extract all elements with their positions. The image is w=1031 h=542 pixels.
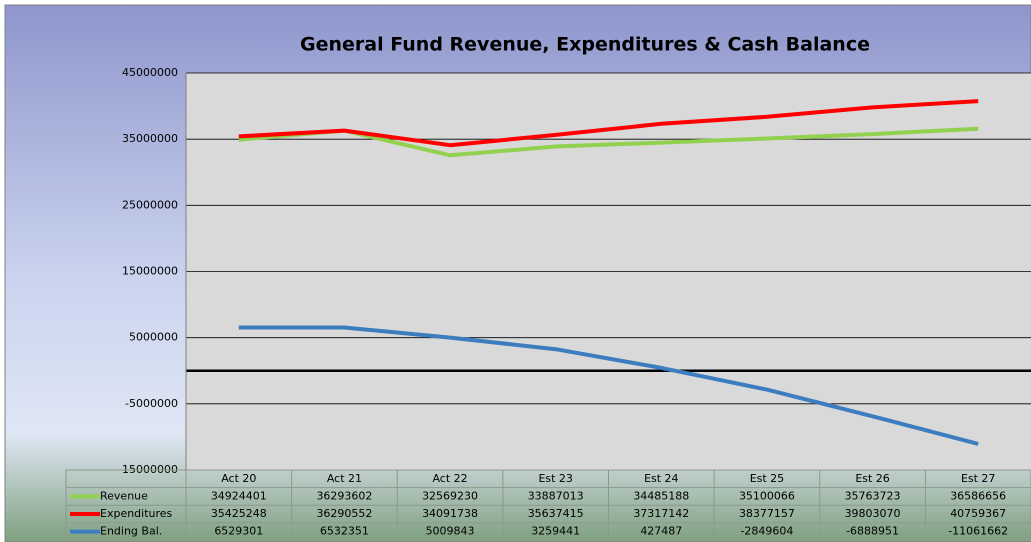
table-value: 6529301: [214, 525, 263, 538]
table-value: 40759367: [950, 507, 1006, 520]
x-tick-label: Est 23: [538, 472, 573, 485]
table-value: 34924401: [211, 489, 267, 502]
table-value: -6888951: [846, 525, 899, 538]
table-value: 6532351: [320, 525, 369, 538]
table-value: 34091738: [422, 507, 478, 520]
y-tick-label: 45000000: [122, 66, 178, 79]
table-value: 35100066: [739, 489, 795, 502]
table-value: 5009843: [426, 525, 475, 538]
table-value: 35425248: [211, 507, 267, 520]
x-tick-label: Est 26: [855, 472, 890, 485]
legend-label: Revenue: [100, 489, 148, 502]
table-value: 35763723: [845, 489, 901, 502]
table-value: 39803070: [845, 507, 901, 520]
y-tick-label: -5000000: [125, 397, 178, 410]
table-value: 36290552: [316, 507, 372, 520]
y-tick-label: 15000000: [122, 265, 178, 278]
legend-label: Expenditures: [100, 507, 173, 520]
series-line: [238, 325, 979, 446]
table-value: 36293602: [316, 489, 372, 502]
legend-label: Ending Bal.: [100, 525, 162, 538]
table-value: 34485188: [633, 489, 689, 502]
table-value: 427487: [640, 525, 682, 538]
x-tick-label: Act 22: [432, 472, 467, 485]
table-value: 36586656: [950, 489, 1006, 502]
series-line: [238, 99, 979, 148]
y-tick-label: 5000000: [129, 331, 178, 344]
table-value: 33887013: [528, 489, 584, 502]
x-tick-label: Est 24: [644, 472, 679, 485]
table-value: 35637415: [528, 507, 584, 520]
x-tick-label: Est 27: [961, 472, 996, 485]
table-value: -11061662: [948, 525, 1008, 538]
y-tick-label: 25000000: [122, 198, 178, 211]
x-tick-label: Act 21: [327, 472, 362, 485]
x-tick-label: Est 25: [750, 472, 785, 485]
table-value: 3259441: [531, 525, 580, 538]
table-value: 37317142: [633, 507, 689, 520]
table-value: -2849604: [740, 525, 793, 538]
chart-title: General Fund Revenue, Expenditures & Cas…: [300, 34, 870, 56]
x-tick-label: Act 20: [221, 472, 256, 485]
table-value: 38377157: [739, 507, 795, 520]
y-tick-label: 35000000: [122, 132, 178, 145]
y-tick-label: -15000000: [118, 463, 178, 476]
table-value: 32569230: [422, 489, 478, 502]
